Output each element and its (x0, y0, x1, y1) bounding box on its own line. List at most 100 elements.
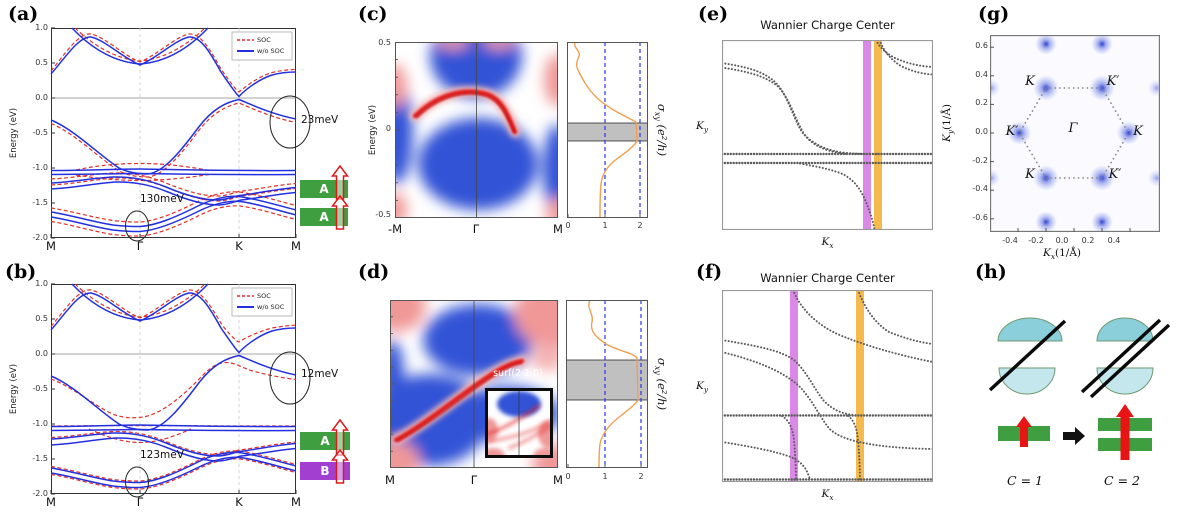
sigma-tick-2: 2 (637, 221, 643, 230)
xtick: 0.4 (1107, 236, 1121, 245)
xtick: 0.0 (1055, 236, 1069, 245)
edge-mode-line (1080, 318, 1162, 394)
sigma-units: (e²/h) (655, 378, 670, 411)
x-axis-label: Kx (821, 488, 834, 503)
panel-f-label: (f) (696, 261, 723, 283)
band-plot-a (50, 27, 311, 242)
panel-b: (b) (0, 258, 355, 516)
spin-arrows-a (331, 164, 349, 230)
inset-label: surf(2 1 0) (493, 368, 543, 379)
wcc-plot-e (722, 40, 933, 230)
xtick-M: M (553, 222, 563, 236)
gamma-point-label: Γ (1068, 121, 1078, 136)
panel-h: (h) C = 1 C (940, 258, 1200, 516)
gap-window (567, 123, 648, 141)
ytick: 0.5 (35, 58, 48, 67)
orange-cut (874, 40, 882, 230)
y-axis-label: Energy (eV) (9, 363, 19, 415)
ytick: 0 (385, 124, 391, 133)
brillouin-zone-hexagon (1018, 87, 1130, 179)
ytick: -0.6 (972, 213, 988, 222)
sigma-xy-axis-label: σxy (e²/h) (653, 104, 669, 156)
sigma-xy-curve (588, 300, 639, 468)
edge-spectrum-heatmap-d (390, 300, 558, 468)
legend-soc-label: SOC (257, 292, 271, 300)
y-axis-label: Ky(1/Å) (940, 103, 956, 143)
k-point-label: K (1025, 167, 1035, 182)
sigma-tick-1: 1 (602, 221, 608, 230)
edge-state-band (390, 355, 528, 446)
x-axis-label: Kx (821, 236, 834, 251)
ytick: 0.2 (975, 98, 988, 107)
layer-schematic-left (998, 416, 1050, 447)
gridlines (139, 284, 240, 494)
ytick: -1.0 (32, 163, 48, 172)
berry-curvature-map (990, 35, 1160, 232)
sigma-symbol: σ (655, 357, 670, 366)
inset-edge-states (486, 405, 552, 449)
k-point-label: K (1025, 74, 1035, 89)
wcc-curves (722, 290, 933, 481)
xtick: -0.2 (1028, 236, 1044, 245)
spin-up-arrow-icon (331, 448, 349, 484)
sigma-tick-0: 0 (565, 221, 571, 230)
panel-g: (g) (940, 0, 1200, 262)
xtick-M2: M (291, 495, 301, 509)
right-arrow-icon (1063, 427, 1085, 445)
panel-c-label: (c) (358, 3, 388, 25)
sigma-units: (e²/h) (655, 124, 670, 157)
xtick-M: M (46, 239, 56, 253)
k-prime-point-label: K′ (1106, 74, 1120, 89)
panel-d: (d) (355, 258, 690, 516)
edge-mode-line (1089, 323, 1171, 399)
axis-ticks (390, 316, 558, 468)
chern-schematic (988, 317, 1171, 460)
gridlines (139, 28, 240, 238)
layer-label: B (320, 464, 330, 478)
y-axis-label: Ky (696, 380, 709, 395)
xtick-M: M (385, 473, 395, 487)
xtick: -0.4 (1002, 236, 1018, 245)
dirac-cone-left (988, 317, 1067, 395)
wcc-flat-lines (722, 414, 933, 481)
sigma-subscript: xy (652, 111, 662, 121)
spin-up-arrow-icon (331, 194, 349, 230)
panel-c: (c) (355, 0, 690, 258)
axis-ticks (567, 214, 641, 218)
quantized-guides (604, 300, 642, 468)
xtick-minusM: -M (387, 222, 403, 236)
panel-e: (e) Wannier Charge Center Ky Kx (690, 0, 940, 258)
edge-mode-line (988, 319, 1067, 392)
legend-wo-soc-label: w/o SOC (257, 47, 285, 55)
gap-window (566, 360, 648, 400)
panel-a-label: (a) (8, 3, 39, 25)
spin-up-arrow-icon (331, 164, 349, 200)
layer-label: A (319, 210, 329, 224)
ytick: -0.2 (972, 156, 988, 165)
ytick: 1.0 (35, 23, 48, 32)
x-axis-label: Kx(1/Å) (1042, 247, 1081, 262)
k-prime-point-label: K′ (1005, 124, 1019, 139)
sigma-xy-curve (573, 42, 638, 218)
layer-label: A (320, 434, 330, 448)
axis-ticks (990, 46, 1131, 232)
magnetization-arrow-icon (1116, 404, 1134, 460)
layer-schematic-right (1098, 404, 1152, 460)
axis-ticks (567, 464, 642, 468)
sigma-symbol: σ (655, 103, 670, 112)
sigma-tick-2: 2 (638, 472, 644, 481)
panel-g-label: (g) (978, 3, 1010, 25)
chern-number-right: C = 2 (1104, 473, 1140, 488)
axis-ticks (50, 283, 297, 495)
xtick: 0.2 (1081, 236, 1095, 245)
sigma-tick-0: 0 (565, 472, 571, 481)
ytick: -1.5 (32, 198, 48, 207)
dirac-cone-right (1080, 317, 1171, 399)
xtick-Gamma: Γ (472, 222, 480, 236)
magenta-cut (863, 40, 871, 230)
y-axis-label: Ky (696, 120, 709, 135)
ytick: -2.0 (32, 489, 48, 498)
axis-ticks (395, 59, 558, 218)
xtick-Gamma: Γ (470, 473, 478, 487)
